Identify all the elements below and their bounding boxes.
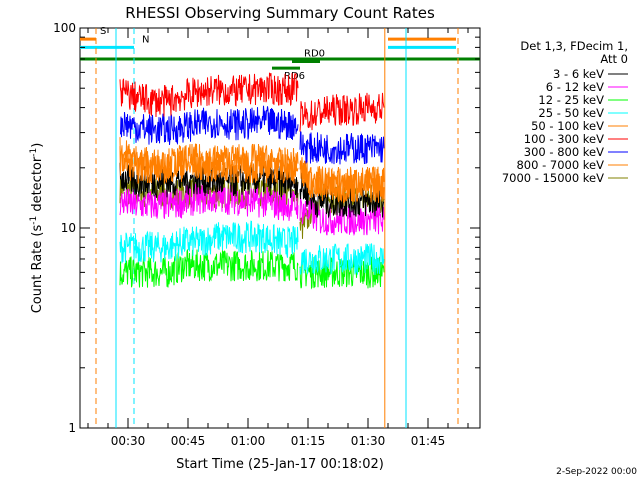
series-line [299,172,385,219]
legend-label: 12 - 25 keV [538,93,604,107]
x-tick-label: 00:30 [111,434,146,448]
series-line [119,220,299,264]
x-tick-label: 01:30 [351,434,386,448]
series-line [299,256,385,290]
series-line [299,196,385,237]
y-axis-label: Count Rate (s-1 detector-1) [29,143,45,314]
y-axis: 1 10 100 [53,21,480,435]
legend-header-line-2: Att 0 [600,52,628,66]
y-tick-label: 10 [61,221,76,235]
x-tick-label: 00:45 [171,434,206,448]
series-line [119,183,299,221]
legend-label: 300 - 800 keV [524,145,604,159]
series-line [119,137,299,180]
vline-layer [95,28,459,428]
legend-label: 6 - 12 keV [546,80,604,94]
y-tick-label: 1 [68,421,76,435]
flag-label: S [100,26,106,37]
legend-label: 25 - 50 keV [538,106,604,120]
y-axis-label-exp2: -1 [29,148,39,157]
series-line [120,105,299,146]
y-tick-label: 100 [53,21,76,35]
y-axis-label-main: Count Rate (s [30,225,45,314]
series-line [299,130,385,165]
footer-date: 2-Sep-2022 00:00 [556,467,637,477]
x-axis: 00:30 00:45 01:00 01:15 01:30 01:45 [87,28,469,448]
series-line [299,157,385,198]
chart-title: RHESSI Observing Summary Count Rates [125,4,435,22]
flag-label: RD0 [304,48,325,59]
x-tick-label: 01:15 [291,434,326,448]
legend-label: 50 - 100 keV [531,119,604,133]
series-line [299,243,385,276]
legend-header-line-1: Det 1,3, FDecim 1, [520,39,628,53]
legend-label: 100 - 300 keV [524,132,604,146]
x-axis-label: Start Time (25-Jan-17 00:18:02) [176,457,384,472]
legend-label: 3 - 6 keV [553,67,604,81]
series-layer [119,72,385,290]
x-tick-label: 01:00 [231,434,266,448]
y-axis-label-exp1: -1 [29,216,39,225]
series-line [119,72,299,118]
legend-label: 7000 - 15000 keV [502,171,604,185]
x-tick-label: 01:45 [411,434,446,448]
series-line [119,249,299,288]
y-axis-label-close: ) [30,143,45,148]
series-line [299,92,385,132]
legend-label: 800 - 7000 keV [516,158,604,172]
flag-label: N [142,34,149,45]
y-axis-label-mid: detector [30,156,45,216]
